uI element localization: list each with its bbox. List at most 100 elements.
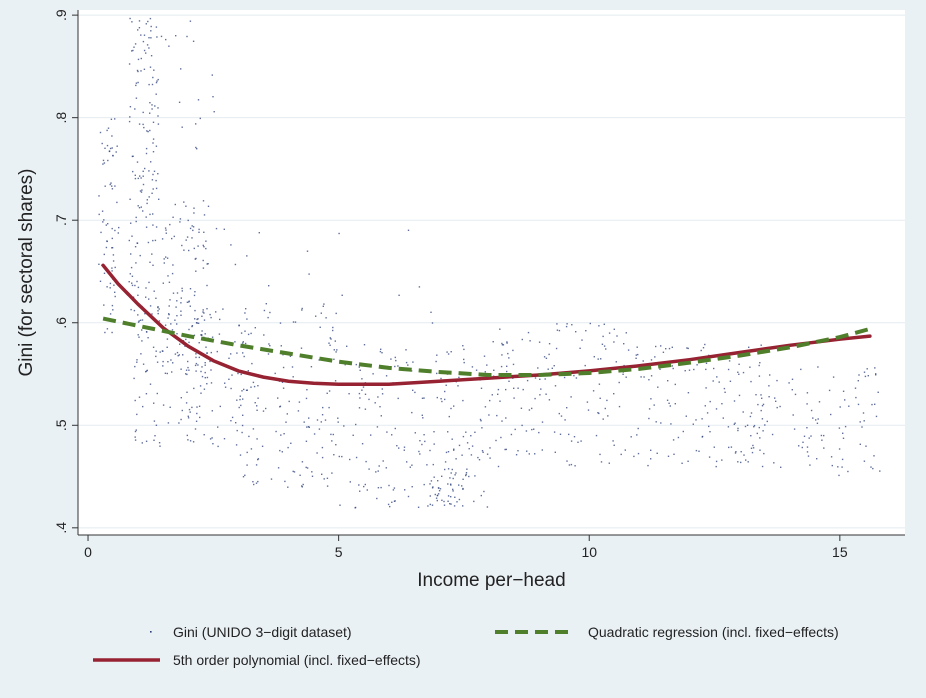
scatter-point-924 — [465, 474, 467, 477]
scatter-point-1023 — [618, 381, 620, 384]
scatter-point-469 — [141, 329, 143, 331]
scatter-point-1346 — [341, 294, 343, 296]
scatter-point-167 — [129, 116, 131, 118]
scatter-point-1191 — [682, 430, 684, 433]
scatter-point-1048 — [575, 377, 578, 379]
scatter-point-447 — [236, 352, 238, 354]
scatter-point-9 — [115, 151, 117, 153]
scatter-point-675 — [279, 322, 282, 324]
scatter-point-659 — [254, 402, 256, 404]
scatter-point-1016 — [560, 415, 563, 417]
scatter-point-1246 — [780, 466, 782, 468]
scatter-point-219 — [155, 26, 158, 28]
scatter-point-827 — [379, 350, 382, 353]
scatter-point-1047 — [608, 332, 611, 334]
scatter-point-1121 — [751, 451, 754, 454]
scatter-point-1349 — [215, 227, 218, 230]
scatter-point-425 — [159, 351, 161, 353]
scatter-point-1258 — [830, 413, 832, 416]
scatter-point-663 — [297, 410, 300, 412]
scatter-point-301 — [176, 323, 178, 325]
scatter-point-65 — [111, 135, 113, 137]
scatter-point-1018 — [506, 341, 508, 343]
scatter-point-1298 — [773, 462, 775, 464]
scatter-point-1110 — [662, 351, 665, 353]
scatter-point-721 — [441, 400, 443, 403]
scatter-point-285 — [180, 302, 182, 304]
scatter-point-225 — [165, 229, 167, 231]
scatter-point-664 — [247, 370, 249, 372]
scatter-point-1052 — [603, 323, 605, 325]
scatter-point-1042 — [580, 440, 582, 442]
scatter-point-68 — [111, 237, 113, 240]
scatter-point-952 — [512, 349, 514, 352]
scatter-point-538 — [335, 312, 337, 315]
scatter-point-1247 — [838, 448, 841, 450]
scatter-point-562 — [330, 433, 332, 436]
scatter-point-352 — [196, 412, 198, 415]
scatter-point-1140 — [695, 419, 697, 421]
scatter-point-620 — [255, 482, 258, 484]
scatter-point-953 — [637, 427, 639, 430]
scatter-point-1003 — [517, 450, 519, 452]
scatter-point-106 — [129, 198, 131, 200]
scatter-point-1301 — [815, 419, 817, 421]
scatter-point-1070 — [501, 420, 503, 422]
scatter-point-347 — [194, 318, 196, 320]
scatter-point-441 — [209, 360, 211, 363]
scatter-point-638 — [277, 397, 279, 399]
scatter-point-531 — [186, 35, 188, 38]
scatter-point-574 — [292, 470, 294, 473]
scatter-point-60 — [109, 147, 112, 150]
scatter-point-3 — [101, 142, 103, 145]
scatter-point-1226 — [746, 424, 749, 426]
scatter-point-486 — [228, 378, 230, 380]
scatter-point-56 — [106, 240, 108, 242]
scatter-point-888 — [431, 487, 434, 489]
scatter-point-748 — [433, 443, 435, 445]
scatter-point-406 — [243, 388, 245, 391]
scatter-point-67 — [109, 287, 111, 289]
scatter-point-689 — [411, 411, 413, 414]
scatter-point-1126 — [738, 373, 740, 375]
scatter-point-188 — [148, 196, 150, 198]
scatter-point-504 — [224, 382, 226, 384]
scatter-point-208 — [144, 313, 146, 315]
scatter-point-287 — [205, 247, 207, 250]
scatter-point-75 — [152, 224, 154, 226]
scatter-point-71 — [135, 220, 137, 223]
scatter-point-403 — [187, 417, 190, 419]
scatter-point-481 — [210, 382, 213, 384]
scatter-point-881 — [374, 402, 376, 404]
scatter-point-811 — [348, 393, 350, 395]
scatter-point-452 — [218, 333, 221, 335]
scatter-point-1313 — [788, 382, 790, 384]
scatter-point-400 — [238, 406, 240, 409]
scatter-point-224 — [172, 362, 174, 364]
y-tick-label-5: .9 — [53, 9, 69, 21]
scatter-point-410 — [210, 316, 212, 319]
scatter-point-845 — [484, 371, 486, 373]
scatter-point-248 — [185, 373, 187, 375]
scatter-point-273 — [169, 223, 171, 226]
scatter-point-776 — [385, 467, 387, 469]
scatter-point-631 — [332, 326, 334, 329]
scatter-point-1339 — [234, 263, 237, 266]
scatter-point-674 — [333, 454, 335, 456]
scatter-point-1193 — [701, 418, 703, 420]
scatter-point-268 — [165, 232, 167, 234]
scatter-point-803 — [436, 396, 438, 399]
scatter-point-61 — [104, 331, 106, 334]
scatter-point-1227 — [715, 408, 718, 410]
scatter-point-626 — [302, 483, 304, 486]
scatter-point-464 — [180, 418, 182, 421]
scatter-point-1142 — [655, 345, 657, 348]
scatter-point-140 — [152, 188, 154, 190]
scatter-point-885 — [441, 499, 443, 501]
scatter-point-1269 — [867, 375, 869, 377]
scatter-point-1107 — [665, 348, 667, 350]
scatter-point-561 — [294, 321, 297, 323]
scatter-point-182 — [136, 242, 138, 244]
axes: .4 .5 .6 .7 .8 .9 0 5 10 15 — [53, 9, 905, 560]
scatter-point-773 — [471, 445, 474, 447]
